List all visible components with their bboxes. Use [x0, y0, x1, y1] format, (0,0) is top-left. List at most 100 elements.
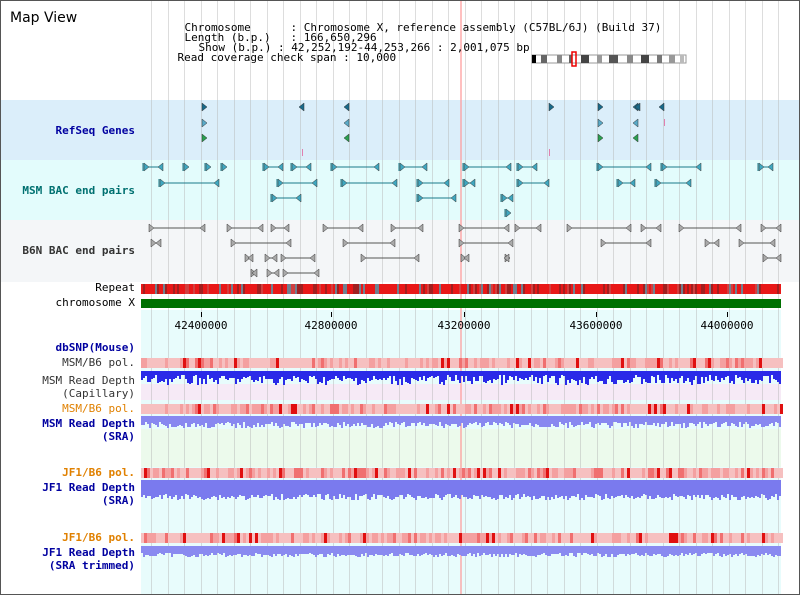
msm-b6-pol-label-1[interactable]: MSM/B6 pol. — [62, 356, 135, 369]
feature-arrow-left[interactable] — [645, 162, 652, 172]
ideogram-view-marker[interactable] — [571, 51, 577, 67]
feature-arrow-left[interactable] — [629, 178, 636, 188]
feature-arrow-left[interactable] — [775, 253, 782, 263]
feature-arrow-right[interactable] — [322, 223, 329, 233]
feature-arrow-left[interactable] — [463, 253, 470, 263]
refseq-genes-label[interactable]: RefSeq Genes — [55, 124, 135, 137]
feature-arrow-right[interactable] — [460, 253, 467, 263]
feature-arrow-right[interactable] — [548, 102, 555, 112]
feature-arrow-left[interactable] — [295, 193, 302, 203]
feature-arrow-right[interactable] — [597, 162, 604, 172]
feature-arrow-right[interactable] — [758, 162, 765, 172]
jf1-trim-depth-track[interactable] — [141, 546, 781, 558]
feature-arrow-right[interactable] — [244, 253, 251, 263]
feature-arrow-left[interactable] — [199, 223, 206, 233]
b6n-bac-label[interactable]: B6N BAC end pairs — [22, 244, 135, 257]
feature-arrow-right[interactable] — [201, 118, 208, 128]
feature-arrow-left[interactable] — [507, 193, 514, 203]
feature-arrow-right[interactable] — [159, 178, 166, 188]
feature-arrow-right[interactable] — [762, 253, 769, 263]
feature-arrow-right[interactable] — [661, 162, 668, 172]
feature-arrow-right[interactable] — [270, 223, 277, 233]
feature-arrow-right[interactable] — [463, 162, 470, 172]
feature-arrow-right[interactable] — [704, 238, 711, 248]
jf1-sra-depth-track[interactable] — [141, 480, 781, 500]
feature-arrow-left[interactable] — [767, 162, 774, 172]
feature-arrow-left[interactable] — [655, 223, 662, 233]
feature-arrow-left[interactable] — [305, 162, 312, 172]
feature-arrow-right[interactable] — [463, 178, 470, 188]
feature-arrow-right[interactable] — [230, 238, 237, 248]
repeat-track[interactable] — [141, 284, 781, 294]
jf1-b6-pol-label-2[interactable]: JF1/B6 pol. — [62, 531, 135, 544]
feature-arrow-left[interactable] — [632, 133, 639, 143]
feature-arrow-right[interactable] — [655, 178, 662, 188]
feature-arrow-left[interactable] — [391, 178, 398, 188]
feature-arrow-left[interactable] — [251, 268, 258, 278]
msm-sra-depth-track[interactable] — [141, 416, 781, 430]
feature-arrow-left[interactable] — [632, 118, 639, 128]
feature-arrow-left[interactable] — [285, 238, 292, 248]
feature-arrow-left[interactable] — [769, 238, 776, 248]
feature-arrow-right[interactable] — [282, 268, 289, 278]
feature-arrow-right[interactable] — [566, 223, 573, 233]
feature-arrow-right[interactable] — [505, 208, 512, 218]
feature-arrow-left[interactable] — [271, 253, 278, 263]
feature-arrow-left[interactable] — [389, 238, 396, 248]
feature-arrow-left[interactable] — [311, 178, 318, 188]
jf1-sra-depth-label[interactable]: JF1 Read Depth — [42, 481, 135, 494]
feature-arrow-right[interactable] — [277, 178, 284, 188]
feature-arrow-left[interactable] — [535, 223, 542, 233]
feature-arrow-right[interactable] — [458, 223, 465, 233]
feature-arrow-left[interactable] — [658, 102, 665, 112]
feature-arrow-right[interactable] — [514, 223, 521, 233]
feature-arrow-left[interactable] — [443, 178, 450, 188]
feature-arrow-right[interactable] — [201, 102, 208, 112]
feature-arrow-right[interactable] — [390, 223, 397, 233]
feature-arrow-right[interactable] — [148, 223, 155, 233]
msm-sra-depth-label[interactable]: MSM Read Depth — [42, 417, 135, 430]
feature-arrow-left[interactable] — [247, 253, 254, 263]
feature-arrow-right[interactable] — [517, 162, 524, 172]
feature-arrow-right[interactable] — [264, 253, 271, 263]
feature-arrow-left[interactable] — [713, 238, 720, 248]
feature-arrow-right[interactable] — [263, 162, 270, 172]
feature-arrow-left[interactable] — [735, 223, 742, 233]
feature-arrow-right[interactable] — [205, 162, 212, 172]
feature-arrow-left[interactable] — [421, 162, 428, 172]
dbsnp-label[interactable]: dbSNP(Mouse) — [55, 341, 135, 354]
feature-arrow-left[interactable] — [625, 223, 632, 233]
feature-arrow-right[interactable] — [640, 223, 647, 233]
feature-arrow-right[interactable] — [417, 178, 424, 188]
feature-arrow-left[interactable] — [507, 238, 514, 248]
feature-arrow-right[interactable] — [760, 223, 767, 233]
feature-arrow-right[interactable] — [266, 268, 273, 278]
feature-arrow-left[interactable] — [543, 178, 550, 188]
feature-arrow-left[interactable] — [273, 268, 280, 278]
feature-arrow-left[interactable] — [373, 162, 380, 172]
feature-arrow-right[interactable] — [678, 223, 685, 233]
feature-arrow-left[interactable] — [695, 162, 702, 172]
feature-arrow-right[interactable] — [517, 178, 524, 188]
chromosome-bar[interactable] — [141, 299, 781, 308]
feature-arrow-right[interactable] — [399, 162, 406, 172]
feature-arrow-left[interactable] — [343, 133, 350, 143]
feature-arrow-right[interactable] — [150, 238, 157, 248]
feature-arrow-right[interactable] — [143, 162, 150, 172]
feature-arrow-left[interactable] — [417, 223, 424, 233]
feature-arrow-right[interactable] — [271, 193, 278, 203]
msm-b6-pol-track-2[interactable] — [141, 404, 783, 414]
feature-arrow-left[interactable] — [313, 268, 320, 278]
feature-arrow-right[interactable] — [331, 162, 338, 172]
feature-arrow-right[interactable] — [597, 102, 604, 112]
feature-arrow-right[interactable] — [341, 178, 348, 188]
feature-arrow-left[interactable] — [283, 223, 290, 233]
feature-arrow-left[interactable] — [277, 162, 284, 172]
feature-arrow-left[interactable] — [155, 238, 162, 248]
feature-arrow-left[interactable] — [157, 162, 164, 172]
feature-arrow-right[interactable] — [600, 238, 607, 248]
feature-arrow-right[interactable] — [280, 253, 287, 263]
feature-arrow-left[interactable] — [469, 178, 476, 188]
feature-arrow-right[interactable] — [597, 118, 604, 128]
